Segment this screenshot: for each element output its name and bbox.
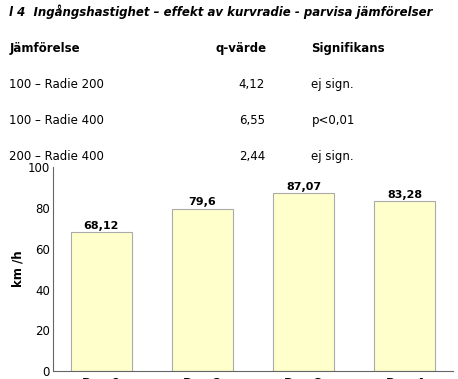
Bar [375,201,435,371]
Bar [71,232,131,371]
Text: 100 – Radie 400: 100 – Radie 400 [9,114,104,127]
Text: 87,07: 87,07 [286,182,321,192]
Text: 68,12: 68,12 [83,221,119,230]
Y-axis label: km /h: km /h [12,251,25,287]
Text: 6,55: 6,55 [239,114,265,127]
Text: 79,6: 79,6 [189,197,216,207]
Bar [273,193,334,371]
Text: l 4  Ingångshastighet – effekt av kurvradie - parvisa jämförelser: l 4 Ingångshastighet – effekt av kurvrad… [9,5,432,19]
Bar [172,208,233,371]
Text: Signifikans: Signifikans [311,42,385,55]
Text: 4,12: 4,12 [239,78,265,91]
Text: 200 – Radie 400: 200 – Radie 400 [9,150,104,163]
Text: ej sign.: ej sign. [311,78,354,91]
Text: p<0,01: p<0,01 [311,114,355,127]
Text: ej sign.: ej sign. [311,150,354,163]
Text: 100 – Radie 200: 100 – Radie 200 [9,78,104,91]
Text: 2,44: 2,44 [239,150,265,163]
Text: Jämförelse: Jämförelse [9,42,80,55]
Text: q-värde: q-värde [215,42,267,55]
Text: 83,28: 83,28 [387,190,422,200]
